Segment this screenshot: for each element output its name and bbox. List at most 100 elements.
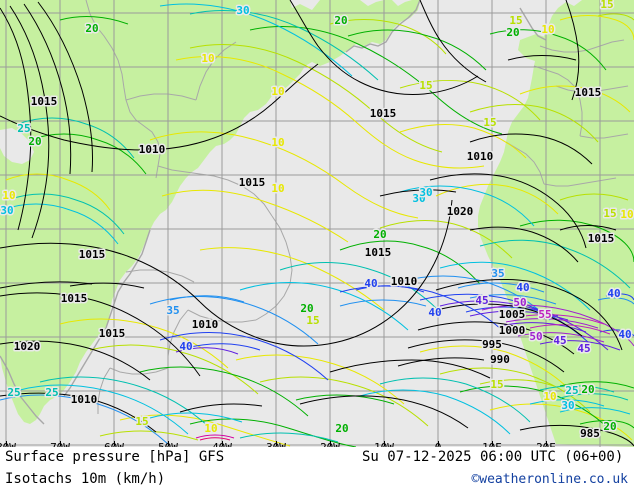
pressure-label-1015-halo: 1015 <box>370 107 397 120</box>
isotach-label-10: 10 <box>620 208 633 221</box>
isotach-label-20-halo: 20 <box>373 228 386 241</box>
isotach-label-25-halo: 25 <box>565 384 578 397</box>
political-borders <box>85 0 629 414</box>
lon-label-10E: 10E <box>482 441 502 447</box>
isotach-label-10-halo: 10 <box>201 52 214 65</box>
isotach-label-15-halo: 15 <box>135 415 148 428</box>
isotach-label-30-halo: 30 <box>236 4 249 17</box>
isotach-label-10: 10 <box>2 189 15 202</box>
pressure-label-1015-halo: 1015 <box>31 95 58 108</box>
pressure-label-1015-halo: 1015 <box>365 246 392 259</box>
isotach-label-35-halo: 35 <box>166 304 179 317</box>
pressure-label-985: 985 <box>580 427 600 440</box>
isotach-55 <box>511 314 611 335</box>
isotach-label-45: 45 <box>577 342 590 355</box>
pressure-label-1015-halo: 1015 <box>99 327 126 340</box>
lon-label-0: 0 <box>435 441 442 447</box>
pressure-label-1010: 1010 <box>467 150 494 163</box>
copyright-text: ©weatheronline.co.uk <box>471 472 628 487</box>
pressure-label-1005-halo: 1005 <box>499 308 526 321</box>
isotach-label-40: 40 <box>607 287 620 300</box>
lon-label-50W: 50W <box>158 441 178 447</box>
isotach-label-25-halo: 25 <box>45 386 58 399</box>
isotach-65 <box>199 437 231 441</box>
isotach-label-10-halo: 10 <box>271 182 284 195</box>
isotach-label-45: 45 <box>475 294 488 307</box>
isotach-label-20-halo: 20 <box>334 14 347 27</box>
lat-lon-grid <box>0 0 634 447</box>
pressure-label-1015: 1015 <box>99 327 126 340</box>
landmasses <box>0 0 634 447</box>
lon-tick-60W <box>114 441 115 446</box>
lon-tick-0 <box>438 441 439 446</box>
isotach-label-20: 20 <box>334 14 347 27</box>
isotach-label-10-halo: 10 <box>2 189 15 202</box>
land-bite-gulf <box>0 128 34 164</box>
isotach-label-50-halo: 50 <box>529 330 542 343</box>
weather-map-canvas[interactable]: 1015 1015 1010 1010 1010 1010 1015 1015 1015 1015… <box>0 0 634 447</box>
pressure-label-1015-halo: 1015 <box>239 176 266 189</box>
isotach-label-45-halo: 45 <box>475 294 488 307</box>
isotach-label-10: 10 <box>541 23 554 36</box>
isotach-label-20: 20 <box>85 22 98 35</box>
pressure-label-1015-halo: 1015 <box>61 292 88 305</box>
isotach-label-30: 30 <box>412 192 425 205</box>
isotach-label-15-halo: 15 <box>509 14 522 27</box>
isotach-label-10-halo: 10 <box>543 390 556 403</box>
isotach-label-20: 20 <box>373 228 386 241</box>
pressure-label-1000-halo: 1000 <box>499 324 526 337</box>
isotach-label-35-halo: 35 <box>491 267 504 280</box>
isotach-20 <box>29 16 634 447</box>
pressure-label-990: 990 <box>490 353 510 366</box>
isotach-label-20-halo: 20 <box>506 26 519 39</box>
lon-tick-30W <box>276 441 277 446</box>
isotach-label-30: 30 <box>0 204 13 217</box>
isotach-label-15: 15 <box>603 207 616 220</box>
isotach-label-25-halo: 25 <box>7 386 20 399</box>
lon-label-60W: 60W <box>104 441 124 447</box>
isotach-label-40-halo: 40 <box>618 328 631 341</box>
pressure-label-1015: 1015 <box>575 86 602 99</box>
isotach-label-50-halo: 50 <box>513 296 526 309</box>
pressure-label-1015: 1015 <box>79 248 106 261</box>
pressure-label-990-halo: 990 <box>490 353 510 366</box>
isotach-label-25: 25 <box>45 386 58 399</box>
isotach-label-15: 15 <box>600 0 613 11</box>
isotach-35 <box>0 275 634 445</box>
isotach-label-10: 10 <box>543 390 556 403</box>
pressure-label-1015: 1015 <box>370 107 397 120</box>
isotach-label-40-halo: 40 <box>607 287 620 300</box>
pressure-label-1010-halo: 1010 <box>71 393 98 406</box>
lon-label-20W: 20W <box>320 441 340 447</box>
isobars <box>0 0 634 447</box>
footer-row-1: Surface pressure [hPa] GFS Su 07-12-2025… <box>0 447 634 468</box>
isotach-label-20-halo: 20 <box>28 135 41 148</box>
isotach-label-15-halo: 15 <box>600 0 613 11</box>
isotach-label-40-halo: 40 <box>179 340 192 353</box>
isotach-label-20: 20 <box>581 383 594 396</box>
isotach-label-10: 10 <box>271 85 284 98</box>
isotach-label-15-halo: 15 <box>490 378 503 391</box>
isotach-label-45-halo: 45 <box>553 334 566 347</box>
isotach-label-15: 15 <box>490 378 503 391</box>
pressure-label-1015-halo: 1015 <box>79 248 106 261</box>
land-africa-europe <box>478 0 634 447</box>
lon-tick-40W <box>222 441 223 446</box>
isotach-label-15: 15 <box>135 415 148 428</box>
isotach-label-15: 15 <box>419 79 432 92</box>
isotach-label-55: 55 <box>538 308 551 321</box>
pressure-label-1015: 1015 <box>365 246 392 259</box>
isotach-label-20-halo: 20 <box>85 22 98 35</box>
isotach-label-15: 15 <box>483 116 496 129</box>
isotach-label-20: 20 <box>28 135 41 148</box>
map-footer: Surface pressure [hPa] GFS Su 07-12-2025… <box>0 447 634 490</box>
isotach-label-40-halo: 40 <box>364 277 377 290</box>
isotach-label-45: 45 <box>553 334 566 347</box>
isotach-label-20-halo: 20 <box>603 420 616 433</box>
isotach-label-35: 35 <box>491 267 504 280</box>
isotach-15 <box>89 13 634 441</box>
pressure-label-1010: 1010 <box>139 143 166 156</box>
lon-tick-70W <box>60 441 61 446</box>
pressure-label-1020: 1020 <box>447 205 474 218</box>
lon-label-20E: 20E <box>536 441 556 447</box>
